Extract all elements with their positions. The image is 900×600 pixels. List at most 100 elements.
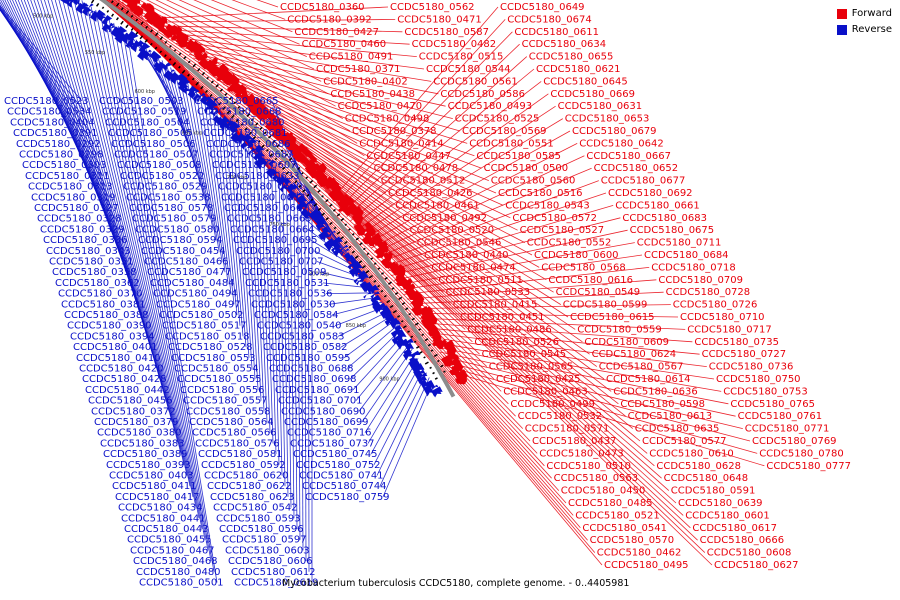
- forward-tick: [380, 272, 385, 275]
- reverse-feature-arrow: [209, 107, 217, 115]
- forward-tick: [228, 96, 233, 101]
- forward-tick: [150, 29, 153, 33]
- reverse-feature-arrow: [76, 0, 80, 5]
- reverse-tick: [244, 127, 248, 131]
- forward-feature-arrow: [275, 130, 282, 137]
- reverse-tick: [226, 110, 231, 115]
- forward-tick: [418, 328, 422, 331]
- forward-tick: [246, 113, 251, 118]
- label-connector: [51, 0, 164, 391]
- reverse-tick: [358, 260, 363, 264]
- reverse-gene-label: CCDC5180_0640: [218, 182, 303, 193]
- forward-tick: [355, 237, 360, 241]
- reverse-feature-arrow: [128, 41, 136, 49]
- reverse-gene-label: CCDC5180_0503: [99, 96, 184, 107]
- reverse-feature-arrow: [370, 294, 382, 305]
- reverse-gene-label: CCDC5180_0441: [121, 513, 206, 524]
- label-connector: [146, 0, 329, 95]
- reverse-feature-arrow: [192, 93, 201, 103]
- forward-tick: [201, 71, 206, 76]
- label-connector: [397, 242, 635, 286]
- label-connector: [442, 356, 743, 429]
- forward-gene-label: CCDC5180_0765: [730, 399, 815, 410]
- forward-tick: [224, 92, 228, 96]
- reverse-gene-label: CCDC5180_0607: [212, 160, 297, 171]
- label-connector: [307, 204, 310, 572]
- reverse-gene-label: CCDC5180_0557: [183, 396, 268, 407]
- reverse-tick: [340, 236, 345, 240]
- legend-label-reverse: Reverse: [851, 24, 892, 35]
- forward-gene-label: CCDC5180_0463: [503, 386, 588, 397]
- label-connector: [210, 72, 497, 194]
- forward-gene-label: CCDC5180_0462: [597, 548, 682, 559]
- reverse-feature-arrow: [269, 168, 278, 177]
- forward-gene-label: CCDC5180_0726: [673, 300, 758, 311]
- forward-gene-label: CCDC5180_0551: [469, 138, 554, 149]
- forward-feature-arrow: [159, 16, 167, 26]
- forward-gene-label: CCDC5180_0438: [330, 89, 415, 100]
- reverse-feature-arrow: [212, 109, 220, 117]
- reverse-feature-arrow: [402, 350, 413, 361]
- forward-tick: [293, 162, 296, 166]
- reverse-feature-arrow: [68, 0, 77, 8]
- label-connector: [216, 107, 238, 316]
- forward-gene-label: CCDC5180_0460: [302, 39, 387, 50]
- reverse-gene-label: CCDC5180_0578: [129, 203, 214, 214]
- label-connector: [409, 291, 664, 305]
- forward-gene-label: CCDC5180_0527: [520, 225, 605, 236]
- label-connector: [364, 353, 416, 433]
- reverse-gene-label: CCDC5180_0519: [102, 107, 187, 118]
- forward-gene-label: CCDC5180_0425: [496, 374, 581, 385]
- forward-gene-label: CCDC5180_0568: [541, 262, 626, 273]
- reverse-tick: [181, 69, 186, 74]
- label-connector: [197, 61, 475, 157]
- reverse-feature-arrow: [212, 115, 222, 125]
- reverse-feature-arrow: [370, 291, 380, 299]
- forward-tick: [373, 262, 377, 265]
- forward-tick: [421, 333, 425, 337]
- forward-tick: [178, 52, 182, 56]
- label-connector: [191, 85, 220, 251]
- reverse-gene-label: CCDC5180_0686: [206, 139, 291, 150]
- forward-gene-label: CCDC5180_0617: [692, 523, 777, 534]
- reverse-gene-label: CCDC5180_0632: [221, 192, 306, 203]
- reverse-gene-label: CCDC5180_0522: [120, 171, 205, 182]
- reverse-feature-arrow: [396, 329, 407, 341]
- reverse-tick: [429, 366, 432, 370]
- reverse-tick: [377, 284, 380, 288]
- reverse-tick: [120, 20, 124, 25]
- forward-feature-arrow: [195, 53, 204, 61]
- reverse-gene-label: CCDC5180_0523: [4, 96, 89, 107]
- label-connector: [451, 371, 765, 467]
- forward-feature-arrow: [381, 245, 389, 253]
- forward-gene-label: CCDC5180_0598: [620, 399, 705, 410]
- reverse-feature-arrow: [196, 92, 206, 102]
- forward-tick: [135, 18, 139, 22]
- reverse-gene-label: CCDC5180_0558: [186, 406, 271, 417]
- forward-gene-label: CCDC5180_0544: [426, 64, 511, 75]
- reverse-feature-arrow: [433, 390, 442, 398]
- reverse-feature-arrow: [188, 85, 199, 96]
- reverse-gene-label: CCDC5180_0327: [34, 203, 119, 214]
- forward-gene-label: CCDC5180_0541: [582, 523, 667, 534]
- reverse-gene-label: CCDC5180_0410: [76, 353, 161, 364]
- forward-feature-arrow: [278, 134, 289, 145]
- forward-feature-arrow: [354, 215, 364, 224]
- reverse-gene-label: CCDC5180_0411: [112, 481, 197, 492]
- reverse-gene-label: CCDC5180_0622: [207, 481, 292, 492]
- forward-tick: [443, 370, 446, 373]
- label-connector: [439, 351, 736, 417]
- forward-tick: [424, 338, 429, 342]
- forward-feature-arrow: [402, 278, 413, 287]
- forward-gene-label: CCDC5180_0616: [548, 275, 633, 286]
- forward-gene-label: CCDC5180_0753: [723, 386, 808, 397]
- forward-feature-arrow: [441, 354, 454, 367]
- reverse-feature-arrow: [203, 106, 211, 114]
- label-connector: [275, 135, 612, 392]
- forward-gene-label: CCDC5180_0599: [563, 300, 648, 311]
- label-connector: [413, 304, 671, 309]
- forward-tick: [437, 359, 440, 363]
- legend-item-reverse: Reverse: [836, 24, 892, 35]
- forward-gene-label: CCDC5180_0653: [565, 114, 650, 125]
- axis-tick-label: 700 kbp: [227, 175, 247, 181]
